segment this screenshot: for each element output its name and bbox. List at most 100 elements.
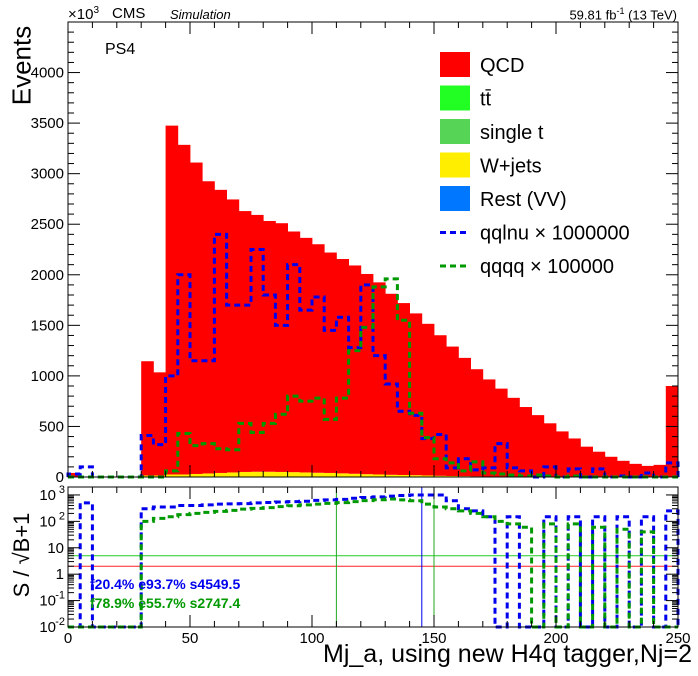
bar-wjets-30 (434, 475, 447, 477)
ratio-y-tick-label: 10 (39, 513, 56, 530)
y-tick-label-500: 500 (39, 418, 64, 435)
ratio-line-sig2 (68, 497, 678, 629)
bar-qcd-18 (287, 231, 301, 473)
bar-qcd-12 (214, 189, 227, 473)
bar-qcd-47 (641, 465, 654, 477)
y-tick-label-2500: 2500 (31, 216, 64, 233)
y-tick-label-3500: 3500 (31, 115, 64, 132)
ratio-y-tick-exp: 3 (59, 484, 65, 496)
x-tick-label-150: 150 (421, 630, 446, 647)
bar-qcd-8 (165, 125, 179, 475)
bar-wjets-22 (336, 473, 349, 477)
y-axis-label: Events (6, 25, 37, 106)
ratio-y-axis-label: S / √B+1 (9, 512, 34, 598)
bar-qcd-35 (495, 388, 508, 477)
bar-qcd-20 (312, 244, 325, 473)
bar-qcd-6 (141, 361, 154, 476)
bar-qcd-23 (348, 265, 362, 474)
legend: QCD tt̄ single t W+jets Rest (VV) qqlnu × 100… (440, 52, 630, 278)
legend-label-5: qqlnu × 1000000 (480, 223, 630, 245)
bar-qcd-40 (556, 431, 569, 477)
bar-wjets-18 (287, 472, 301, 477)
x-axis-label: Mj_a, using new H4q tagger,Nj=2 (323, 640, 692, 668)
bar-qcd-13 (226, 199, 240, 473)
ratio-y-tick-label: 10 (39, 487, 56, 504)
bar-qcd-0 (68, 472, 81, 477)
bar-qcd-9 (177, 144, 191, 475)
bar-wjets-15 (251, 471, 264, 477)
bar-wjets-21 (324, 472, 337, 477)
bar-qcd-46 (629, 463, 642, 477)
bar-qcd-30 (434, 335, 447, 476)
x-tick-label-0: 0 (64, 630, 72, 647)
bar-qcd-14 (238, 211, 252, 472)
bar-qcd-25 (373, 282, 386, 475)
bar-wjets-8 (165, 474, 179, 477)
y-tick-label-3000: 3000 (31, 166, 64, 183)
experiment-label: CMS (112, 5, 146, 22)
x-tick-label-50: 50 (182, 630, 199, 647)
bar-qcd-31 (446, 346, 459, 476)
bar-qcd-7 (153, 372, 166, 476)
bar-qcd-49 (665, 386, 679, 477)
bar-qcd-48 (653, 464, 667, 477)
bar-qcd-10 (190, 162, 203, 474)
bar-wjets-28 (409, 475, 423, 477)
bar-qcd-37 (519, 407, 532, 477)
bar-qcd-17 (275, 223, 288, 472)
ratio-annotation-green: f78.9% e55.7% s2747.4 (90, 595, 241, 611)
bar-wjets-26 (385, 474, 398, 477)
bar-qcd-15 (251, 214, 264, 472)
legend-label-1: tt̄ (480, 88, 492, 110)
bar-wjets-10 (190, 473, 203, 477)
y-tick-label-2000: 2000 (31, 267, 64, 284)
ratio-frame (67, 486, 679, 628)
legend-label-4: Rest (VV) (480, 189, 567, 211)
legend-swatch-3 (440, 152, 470, 178)
bar-qcd-19 (299, 237, 313, 473)
bar-qcd-22 (336, 259, 349, 474)
category-label: PS4 (105, 41, 136, 58)
bar-wjets-13 (226, 472, 240, 477)
bar-qcd-24 (360, 273, 374, 475)
legend-swatch-0 (440, 52, 470, 77)
ratio-y-tick-label: 10 (39, 619, 56, 636)
bar-wjets-6 (141, 475, 154, 477)
bar-wjets-27 (397, 474, 410, 477)
bar-wjets-23 (348, 473, 362, 477)
bar-qcd-45 (617, 460, 630, 477)
bar-wjets-19 (299, 472, 313, 477)
legend-swatch-1 (440, 85, 470, 111)
ratio-y-tick-label: 1 (56, 566, 64, 583)
bar-wjets-14 (238, 471, 252, 477)
legend-label-2: single t (480, 122, 544, 144)
y-tick-label-1500: 1500 (31, 317, 64, 334)
x-tick-label-250: 250 (665, 630, 690, 647)
bar-wjets-17 (275, 471, 288, 477)
ratio-y-tick-exp: 2 (59, 510, 65, 522)
ratio-y-tick-exp: -1 (55, 590, 65, 602)
bar-qcd-44 (604, 456, 618, 477)
bar-wjets-16 (263, 471, 276, 477)
bar-wjets-24 (360, 474, 374, 477)
bar-qcd-11 (202, 181, 215, 474)
bar-wjets-9 (177, 474, 191, 477)
legend-swatch-2 (440, 119, 470, 144)
bar-wjets-11 (202, 473, 215, 477)
bar-qcd-38 (531, 415, 545, 477)
y-tick-label-4000: 4000 (31, 65, 64, 82)
bar-qcd-43 (592, 451, 606, 477)
luminosity-label: 59.81 fb-1 (13 TeV) (569, 6, 677, 23)
bar-wjets-12 (214, 472, 227, 477)
legend-label-6: qqqq × 100000 (480, 256, 614, 278)
ratio-y-tick-label: 10 (47, 540, 64, 557)
ratio-reference-lines (68, 487, 678, 627)
bar-qcd-28 (409, 313, 423, 476)
bar-qcd-39 (543, 423, 557, 477)
bar-wjets-29 (421, 475, 435, 477)
bar-qcd-41 (568, 438, 581, 477)
bar-qcd-27 (397, 303, 410, 475)
main-frame (67, 21, 679, 478)
